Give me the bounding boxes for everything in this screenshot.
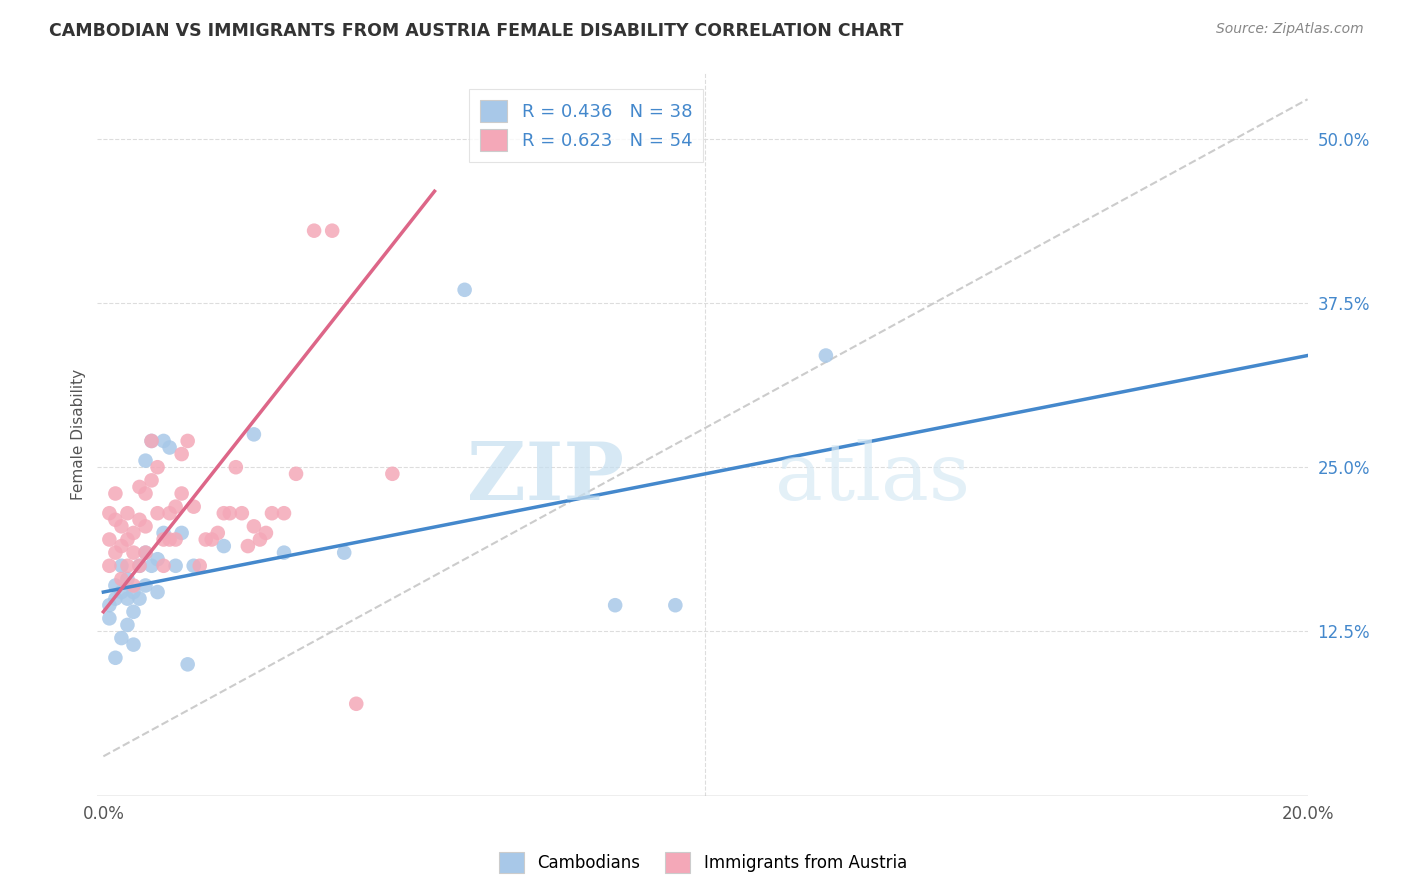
Point	[321, 224, 343, 238]
Point	[165, 558, 187, 573]
Point	[117, 506, 139, 520]
Point	[218, 506, 240, 520]
Point	[104, 513, 127, 527]
Point	[176, 657, 198, 672]
Point	[122, 585, 145, 599]
Point	[134, 519, 156, 533]
Point	[98, 506, 121, 520]
Point	[128, 591, 150, 606]
Point	[110, 558, 132, 573]
Point	[381, 467, 404, 481]
Point	[117, 558, 139, 573]
Point	[117, 533, 139, 547]
Legend: R = 0.436   N = 38, R = 0.623   N = 54: R = 0.436 N = 38, R = 0.623 N = 54	[470, 89, 703, 162]
Point	[260, 506, 283, 520]
Point	[141, 558, 163, 573]
Point	[188, 558, 211, 573]
Point	[117, 572, 139, 586]
Point	[104, 546, 127, 560]
Point	[128, 558, 150, 573]
Point	[194, 533, 217, 547]
Point	[170, 525, 193, 540]
Point	[122, 525, 145, 540]
Point	[134, 578, 156, 592]
Point	[98, 558, 121, 573]
Point	[176, 434, 198, 448]
Point	[243, 427, 266, 442]
Y-axis label: Female Disability: Female Disability	[72, 368, 86, 500]
Point	[110, 519, 132, 533]
Point	[302, 224, 325, 238]
Point	[170, 486, 193, 500]
Point	[254, 525, 277, 540]
Point	[664, 598, 686, 612]
Point	[104, 486, 127, 500]
Point	[236, 539, 259, 553]
Point	[333, 546, 356, 560]
Point	[110, 572, 132, 586]
Point	[243, 519, 266, 533]
Legend: Cambodians, Immigrants from Austria: Cambodians, Immigrants from Austria	[492, 846, 914, 880]
Point	[128, 480, 150, 494]
Point	[201, 533, 224, 547]
Point	[212, 506, 235, 520]
Text: ZIP: ZIP	[467, 439, 624, 516]
Point	[273, 546, 295, 560]
Point	[122, 605, 145, 619]
Point	[104, 650, 127, 665]
Point	[110, 585, 132, 599]
Point	[117, 591, 139, 606]
Point	[141, 434, 163, 448]
Point	[207, 525, 229, 540]
Point	[141, 474, 163, 488]
Point	[146, 552, 169, 566]
Point	[159, 533, 181, 547]
Point	[122, 578, 145, 592]
Point	[128, 558, 150, 573]
Point	[146, 585, 169, 599]
Point	[146, 460, 169, 475]
Point	[134, 486, 156, 500]
Point	[98, 611, 121, 625]
Point	[134, 453, 156, 467]
Point	[159, 506, 181, 520]
Point	[159, 441, 181, 455]
Point	[344, 697, 367, 711]
Point	[134, 546, 156, 560]
Point	[183, 558, 205, 573]
Point	[152, 558, 174, 573]
Point	[231, 506, 253, 520]
Point	[453, 283, 475, 297]
Point	[110, 539, 132, 553]
Text: atlas: atlas	[775, 439, 970, 516]
Point	[273, 506, 295, 520]
Point	[152, 434, 174, 448]
Point	[165, 533, 187, 547]
Point	[128, 513, 150, 527]
Text: CAMBODIAN VS IMMIGRANTS FROM AUSTRIA FEMALE DISABILITY CORRELATION CHART: CAMBODIAN VS IMMIGRANTS FROM AUSTRIA FEM…	[49, 22, 904, 40]
Point	[605, 598, 627, 612]
Point	[141, 434, 163, 448]
Point	[122, 638, 145, 652]
Point	[98, 533, 121, 547]
Point	[183, 500, 205, 514]
Point	[170, 447, 193, 461]
Point	[212, 539, 235, 553]
Point	[117, 618, 139, 632]
Point	[104, 578, 127, 592]
Point	[165, 500, 187, 514]
Point	[122, 546, 145, 560]
Point	[285, 467, 308, 481]
Point	[146, 506, 169, 520]
Point	[152, 525, 174, 540]
Point	[98, 598, 121, 612]
Point	[104, 591, 127, 606]
Point	[152, 533, 174, 547]
Point	[814, 349, 837, 363]
Point	[225, 460, 247, 475]
Point	[110, 631, 132, 645]
Text: Source: ZipAtlas.com: Source: ZipAtlas.com	[1216, 22, 1364, 37]
Point	[249, 533, 271, 547]
Point	[134, 546, 156, 560]
